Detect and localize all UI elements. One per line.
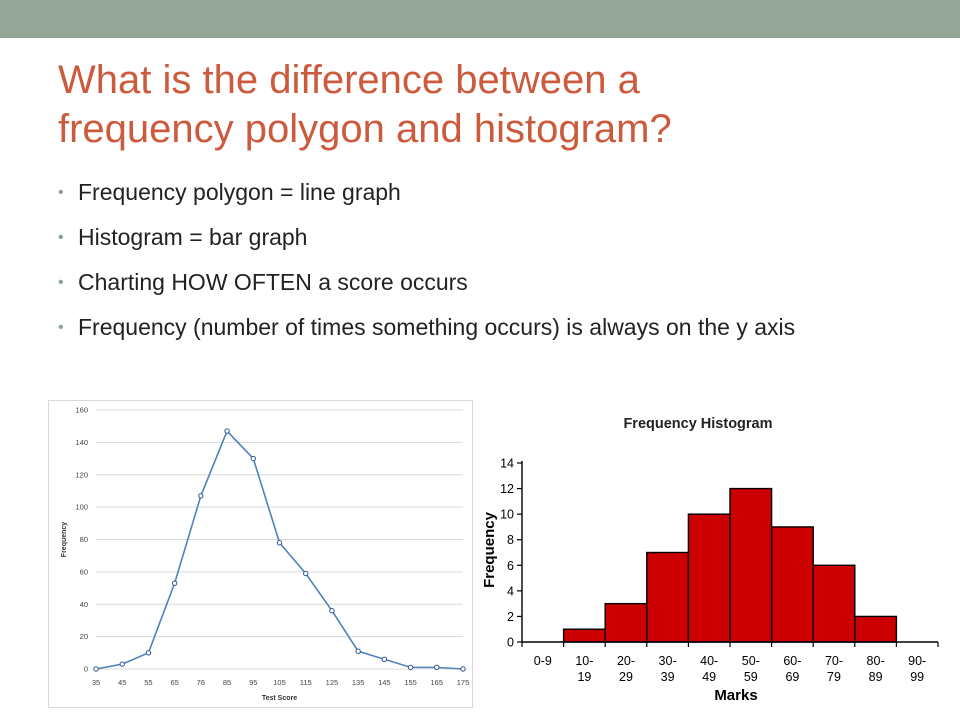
bar bbox=[854, 615, 898, 643]
x-axis-label: Test Score bbox=[262, 695, 297, 702]
y-tick-label: 10 bbox=[500, 508, 514, 522]
x-tick-label: 65 bbox=[170, 678, 178, 687]
x-tick-label: 59 bbox=[744, 670, 758, 684]
y-tick-label: 4 bbox=[507, 584, 514, 598]
data-point bbox=[250, 455, 256, 462]
x-tick-label: 90- bbox=[908, 654, 926, 668]
x-tick-label: 165 bbox=[431, 678, 444, 687]
title-line-2: frequency polygon and histogram? bbox=[58, 107, 672, 151]
x-tick-label: 20- bbox=[617, 654, 635, 668]
x-tick-label: 85 bbox=[223, 678, 231, 687]
x-tick-label: 40- bbox=[700, 654, 718, 668]
x-tick-label: 99 bbox=[910, 670, 924, 684]
bar bbox=[812, 564, 856, 643]
x-tick-label: 105 bbox=[273, 678, 286, 687]
chart-frame bbox=[48, 400, 473, 708]
x-tick-label: 10- bbox=[575, 654, 593, 668]
bullet-item: • Frequency (number of times something oc… bbox=[58, 313, 918, 342]
data-point bbox=[434, 664, 440, 671]
bullet-dot-icon: • bbox=[58, 184, 64, 201]
y-tick-label: 80 bbox=[80, 535, 88, 544]
bar bbox=[729, 487, 773, 643]
bar bbox=[770, 526, 814, 643]
x-tick-label: 175 bbox=[457, 678, 470, 687]
x-tick-label: 30- bbox=[659, 654, 677, 668]
data-point bbox=[198, 493, 204, 499]
y-tick-label: 2 bbox=[507, 610, 514, 624]
bullet-dot-icon: • bbox=[58, 229, 64, 246]
y-tick-label: 12 bbox=[500, 482, 514, 496]
bullet-item: • Frequency polygon = line graph bbox=[58, 178, 918, 207]
x-tick-label: 49 bbox=[702, 670, 716, 684]
y-tick-label: 20 bbox=[80, 632, 88, 641]
bullet-dot-icon: • bbox=[58, 319, 64, 336]
x-tick-label: 115 bbox=[300, 678, 312, 687]
x-tick-label: 79 bbox=[827, 670, 841, 684]
x-tick-label: 76 bbox=[197, 678, 205, 687]
bar bbox=[562, 628, 606, 643]
frequency-histogram-chart: Frequency Histogram 0 2 4 6 8 10 12 14 0-9 10- 19 20… bbox=[481, 416, 939, 704]
bullet-item: • Charting HOW OFTEN a score occurs bbox=[58, 268, 918, 297]
slide-title: What is the difference between a frequen… bbox=[58, 56, 918, 154]
top-accent-bar bbox=[0, 0, 960, 38]
data-point bbox=[460, 666, 466, 672]
bar bbox=[646, 551, 690, 643]
data-point bbox=[171, 580, 178, 586]
x-tick-label: 29 bbox=[619, 670, 633, 684]
x-tick-label: 95 bbox=[249, 678, 257, 687]
data-point bbox=[224, 428, 230, 434]
x-tick-label: 125 bbox=[326, 678, 339, 687]
y-tick-label: 60 bbox=[80, 567, 88, 576]
y-tick-label: 140 bbox=[75, 438, 88, 447]
data-point bbox=[276, 540, 283, 546]
x-tick-label: 155 bbox=[404, 678, 417, 687]
data-point bbox=[381, 656, 388, 662]
y-tick-label: 14 bbox=[500, 457, 514, 471]
bullet-text: Frequency (number of times something occ… bbox=[78, 314, 796, 340]
x-tick-label: 35 bbox=[92, 678, 100, 687]
bullet-item: • Histogram = bar graph bbox=[58, 223, 918, 252]
y-tick-label: 0 bbox=[84, 665, 88, 674]
frequency-polygon-chart: 0 20 40 60 80 100 120 140 160 35 45 55 65 76 85 95 105 11… bbox=[48, 400, 473, 708]
y-tick-label: 120 bbox=[75, 470, 88, 479]
x-tick-label: 89 bbox=[869, 670, 883, 684]
x-tick-label: 19 bbox=[577, 670, 591, 684]
bar bbox=[687, 513, 731, 643]
title-line-1: What is the difference between a bbox=[58, 58, 640, 102]
data-point bbox=[303, 570, 309, 577]
y-tick-label: 0 bbox=[507, 636, 514, 650]
x-tick-label: 50- bbox=[742, 654, 760, 668]
y-tick-label: 160 bbox=[75, 406, 88, 415]
data-point bbox=[407, 664, 414, 671]
x-axis-label: Marks bbox=[714, 687, 757, 704]
x-tick-label: 60- bbox=[783, 654, 801, 668]
bullet-list: • Frequency polygon = line graph • Histogr… bbox=[58, 178, 918, 358]
y-tick-label: 8 bbox=[507, 533, 514, 547]
bar bbox=[604, 602, 648, 643]
y-axis-label: Frequency bbox=[481, 511, 498, 588]
y-tick-label: 100 bbox=[75, 503, 88, 512]
data-point bbox=[329, 608, 335, 614]
data-point bbox=[145, 650, 152, 656]
data-point bbox=[119, 661, 125, 667]
x-tick-label: 45 bbox=[118, 678, 126, 687]
x-tick-label: 145 bbox=[378, 678, 391, 687]
chart-title: Frequency Histogram bbox=[623, 416, 772, 432]
y-tick-label: 40 bbox=[80, 600, 88, 609]
data-point bbox=[355, 648, 361, 654]
y-axis-label: Frequency bbox=[61, 522, 68, 558]
x-tick-label: 70- bbox=[825, 654, 843, 668]
x-tick-label: 0-9 bbox=[534, 654, 552, 668]
bullet-text: Histogram = bar graph bbox=[78, 224, 308, 250]
x-tick-label: 80- bbox=[867, 654, 885, 668]
y-tick-label: 6 bbox=[507, 559, 514, 573]
bullet-dot-icon: • bbox=[58, 274, 64, 291]
x-tick-label: 135 bbox=[352, 678, 365, 687]
x-tick-label: 55 bbox=[144, 678, 152, 687]
bullet-text: Charting HOW OFTEN a score occurs bbox=[78, 269, 468, 295]
x-tick-label: 39 bbox=[661, 670, 675, 684]
x-tick-label: 69 bbox=[785, 670, 799, 684]
bullet-text: Frequency polygon = line graph bbox=[78, 179, 401, 205]
data-point bbox=[93, 666, 99, 672]
